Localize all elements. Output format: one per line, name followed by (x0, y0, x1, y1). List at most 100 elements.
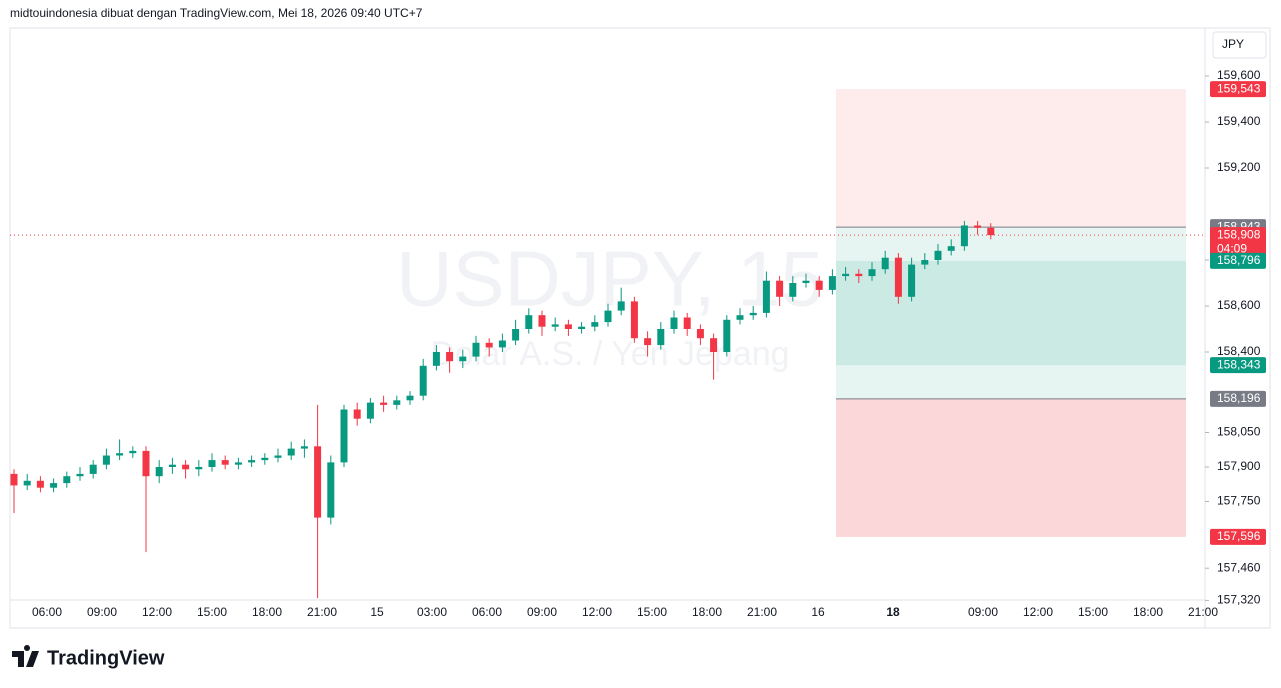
y-tick-label: 157,750 (1217, 494, 1261, 508)
candle-body (432, 352, 440, 366)
y-tick-label: 157,460 (1217, 560, 1261, 574)
candle-body (736, 315, 744, 320)
x-tick-label: 21:00 (307, 605, 337, 619)
candle-body (23, 480, 31, 486)
x-tick-label: 15:00 (637, 605, 667, 619)
candle-body (50, 483, 58, 488)
candle-body (749, 312, 757, 316)
y-tick-label: 159,200 (1217, 160, 1261, 174)
y-tick-label: 157,320 (1217, 593, 1261, 607)
candle-body (683, 317, 691, 329)
candle-body (789, 283, 797, 297)
x-tick-label: 09:00 (87, 605, 117, 619)
x-tick-label: 12:00 (142, 605, 172, 619)
header: midtouindonesia dibuat dengan TradingVie… (10, 6, 423, 20)
candle-body (855, 273, 863, 277)
candle-body (406, 395, 414, 401)
profit-zone-inner (836, 260, 1186, 366)
candle-body (894, 257, 902, 297)
x-tick-label: 15:00 (197, 605, 227, 619)
candle-body (908, 264, 916, 297)
candle-body (248, 460, 256, 463)
price-label-bg (1210, 390, 1266, 407)
logo (12, 644, 39, 667)
candle-body (208, 460, 216, 467)
candle-body (551, 324, 559, 327)
target-zone (836, 89, 1186, 228)
candle-body (419, 365, 427, 396)
candle-body (762, 280, 770, 313)
candle-body (116, 453, 124, 456)
frame (9, 27, 1271, 629)
price-label: 158,343 (1217, 357, 1261, 371)
currency-box[interactable] (1212, 31, 1267, 59)
candle-body (578, 326, 586, 329)
y-tick-label: 159,400 (1217, 114, 1261, 128)
price-label: 158,796 (1217, 253, 1261, 267)
candle-body (142, 450, 150, 477)
y-tick-label: 159,600 (1217, 68, 1261, 82)
candle-body (195, 467, 203, 470)
candle-body (63, 476, 71, 484)
candle-body (921, 260, 929, 265)
watermark: USDJPY, 15 (396, 235, 824, 323)
currency: JPY (1222, 37, 1244, 51)
candle-body (538, 315, 546, 327)
x-tick-label: 21:00 (1188, 605, 1218, 619)
y-tick-label: 158,400 (1217, 344, 1261, 358)
y-tick-label: 158,050 (1217, 425, 1261, 439)
candle-body (987, 227, 995, 236)
candle-body (617, 301, 625, 311)
x-tick-label: 15:00 (1078, 605, 1108, 619)
candle-body (485, 342, 493, 348)
candle-body (604, 310, 612, 323)
candle-body (934, 250, 942, 260)
candle-body (182, 464, 190, 470)
candle-body (657, 329, 665, 346)
price-label-bg (1210, 252, 1266, 269)
candle-body (947, 246, 955, 251)
x-tick-label: 21:00 (747, 605, 777, 619)
x-tick-label: 18:00 (1133, 605, 1163, 619)
candle-body (274, 455, 282, 458)
x-tick-label: 18:00 (692, 605, 722, 619)
candle-body (670, 317, 678, 329)
x-tick-label: 09:00 (968, 605, 998, 619)
candle-body (644, 338, 652, 346)
candle-body (630, 301, 638, 339)
candle-body (446, 352, 454, 362)
candle-body (353, 409, 361, 419)
x-tick-label: 06:00 (472, 605, 502, 619)
x-tick-label: 03:00 (417, 605, 447, 619)
footer-brand: TradingView (47, 647, 165, 669)
candle-body (102, 455, 110, 465)
candle-body (261, 457, 269, 461)
candle-body (815, 280, 823, 290)
candle-body (960, 225, 968, 247)
candle-body (723, 319, 731, 352)
watermark-name: Dolar A.S. / Yen Jepang (430, 335, 789, 373)
candle-body (287, 448, 295, 456)
price-label: 159,543 (1217, 81, 1261, 95)
candle-body (591, 322, 599, 327)
countdown: 04:09 (1217, 241, 1247, 255)
candle-body (10, 473, 18, 486)
candle-body (314, 446, 322, 518)
stop-zone (836, 398, 1186, 537)
candle-body (234, 462, 242, 465)
candle-body (129, 450, 137, 454)
candle-body (36, 480, 44, 488)
profit-zone (836, 227, 1186, 399)
x-tick-label: 09:00 (527, 605, 557, 619)
candle-body (881, 257, 889, 270)
candle-body (155, 467, 163, 477)
candle-body (380, 402, 388, 405)
candle-body (340, 409, 348, 463)
candle-body (459, 356, 467, 362)
candle-body (564, 324, 572, 329)
price-label-bg (1210, 357, 1266, 374)
x-tick-label: 06:00 (32, 605, 62, 619)
candle-body (300, 446, 308, 449)
price-label: 158,196 (1217, 391, 1261, 405)
